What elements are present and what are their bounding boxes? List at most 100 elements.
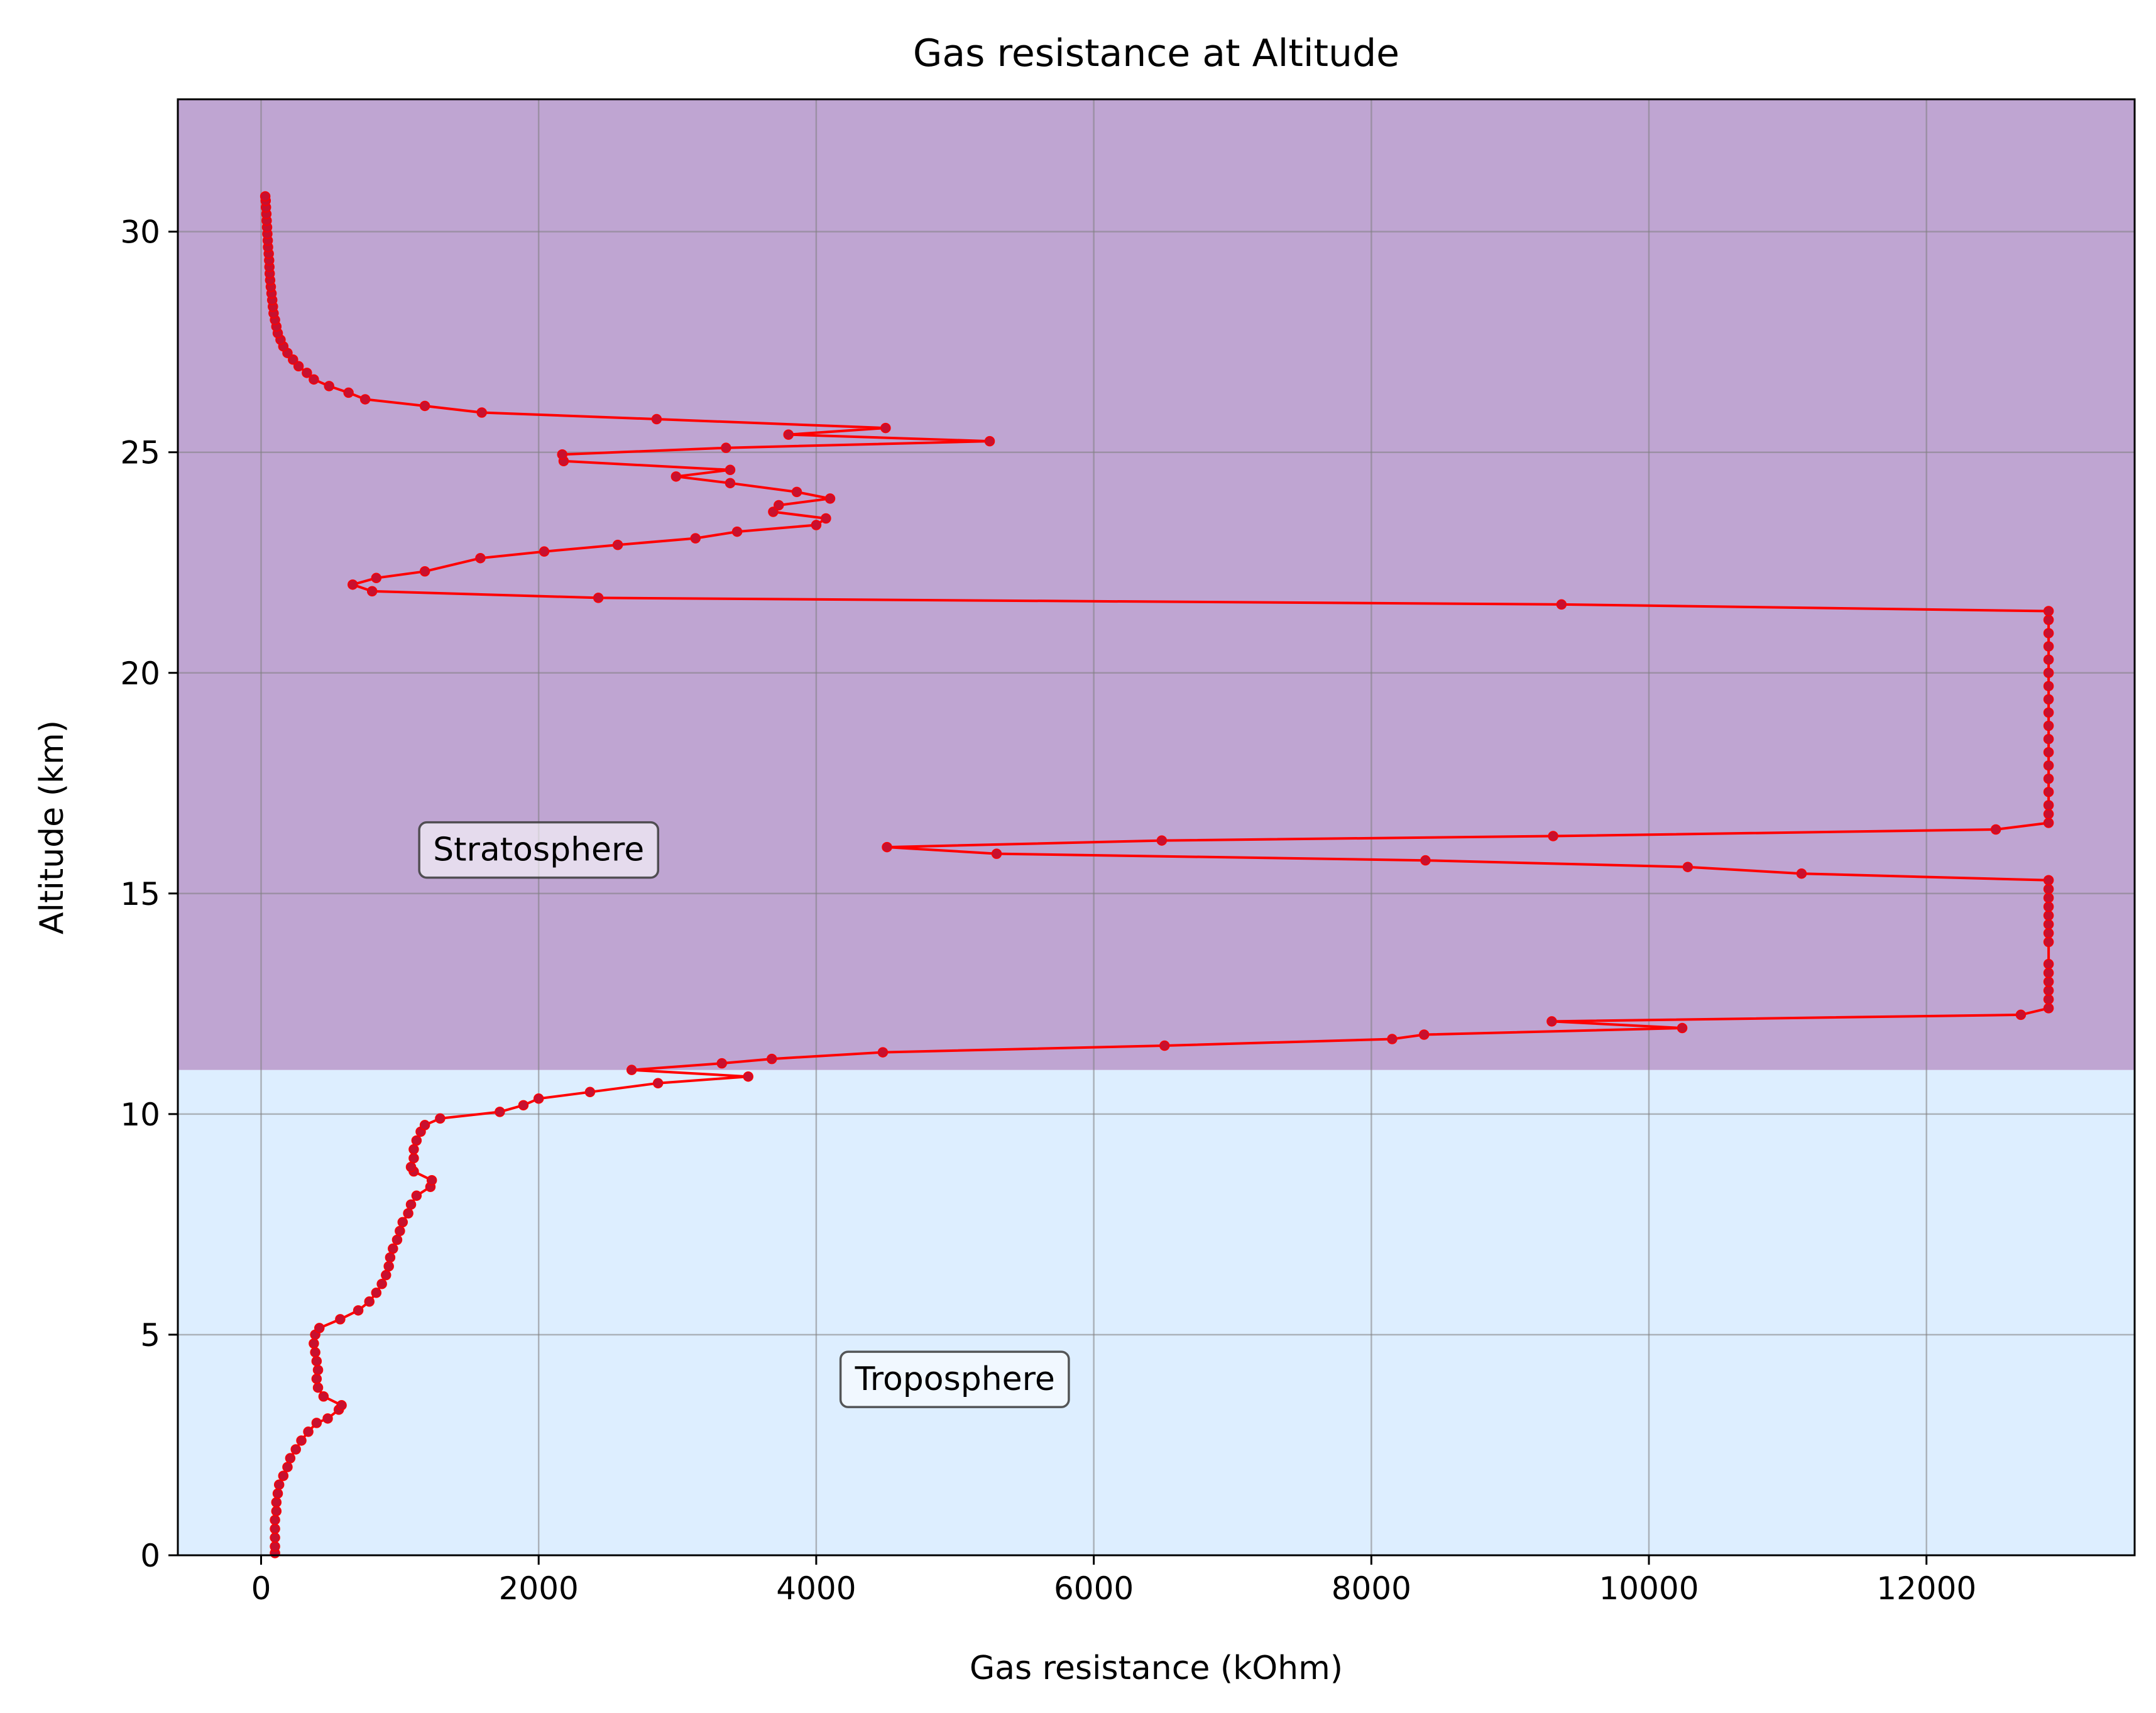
data-point — [2043, 606, 2054, 616]
data-point — [716, 1058, 727, 1069]
data-point — [2043, 910, 2054, 921]
data-point — [626, 1064, 637, 1075]
data-point — [419, 566, 430, 577]
data-point — [1677, 1022, 1688, 1034]
y-tick-label: 25 — [120, 435, 160, 471]
data-point — [2043, 641, 2054, 652]
data-point — [783, 429, 794, 440]
x-tick-label: 0 — [251, 1570, 271, 1607]
data-point — [371, 572, 382, 584]
data-point — [303, 1426, 314, 1437]
data-point — [270, 1532, 280, 1543]
data-point — [411, 1190, 422, 1201]
data-point — [271, 1497, 282, 1508]
data-point — [343, 387, 354, 398]
data-point — [397, 1217, 408, 1228]
data-point — [880, 422, 891, 434]
data-point — [2043, 707, 2054, 718]
data-point — [426, 1174, 437, 1186]
data-point — [371, 1287, 382, 1298]
data-point — [670, 471, 682, 482]
chart-title: Gas resistance at Altitude — [913, 31, 1399, 75]
x-tick-label: 12000 — [1876, 1570, 1976, 1607]
data-point — [278, 1470, 289, 1481]
data-point — [766, 1053, 777, 1064]
y-axis-ticks: 0 5 10 15 20 25 30 — [120, 214, 178, 1574]
data-point — [383, 1261, 394, 1272]
data-point — [296, 1435, 307, 1446]
data-point — [405, 1161, 417, 1173]
data-point — [322, 1413, 333, 1424]
region-troposphere — [178, 1070, 2135, 1555]
data-point — [1546, 1016, 1557, 1027]
region-stratosphere — [178, 99, 2135, 1070]
x-tick-label: 10000 — [1599, 1570, 1699, 1607]
data-point — [791, 486, 802, 498]
data-point — [2043, 667, 2054, 679]
data-point — [2043, 800, 2054, 811]
data-point — [1418, 1029, 1430, 1040]
data-point — [743, 1071, 753, 1082]
data-point — [2043, 615, 2054, 625]
data-point — [324, 381, 334, 391]
data-point — [309, 1338, 319, 1349]
data-point — [311, 1355, 322, 1367]
data-point — [311, 1373, 322, 1384]
data-point — [419, 1120, 430, 1130]
data-point — [288, 354, 298, 365]
data-point — [824, 493, 836, 504]
data-point — [411, 1135, 422, 1146]
data-point — [731, 526, 743, 537]
x-tick-label: 8000 — [1332, 1570, 1411, 1607]
data-point — [408, 1152, 419, 1164]
y-tick-label: 15 — [120, 876, 160, 912]
data-point — [270, 1523, 280, 1535]
data-point — [1156, 835, 1168, 846]
data-point — [2043, 1003, 2054, 1014]
data-point — [2043, 958, 2054, 970]
data-point — [2043, 892, 2054, 904]
x-axis-ticks: 0 2000 4000 6000 8000 10000 12000 — [251, 1555, 1976, 1607]
data-point — [2043, 681, 2054, 692]
data-point — [1556, 599, 1567, 610]
data-point — [690, 533, 701, 544]
data-point — [1548, 831, 1558, 841]
data-point — [1682, 862, 1694, 872]
data-point — [495, 1107, 505, 1117]
annotation-troposphere: Troposphere — [855, 1360, 1055, 1398]
data-point — [1387, 1034, 1398, 1044]
y-tick-label: 5 — [140, 1317, 160, 1354]
data-point — [395, 1225, 405, 1237]
data-point — [290, 1444, 301, 1455]
y-tick-label: 0 — [140, 1538, 160, 1574]
data-point — [388, 1243, 398, 1254]
y-tick-label: 10 — [120, 1097, 160, 1133]
data-point — [2043, 901, 2054, 912]
data-point — [533, 1093, 544, 1104]
data-point — [557, 449, 568, 460]
y-tick-label: 20 — [120, 655, 160, 692]
data-point — [721, 442, 731, 453]
data-point — [353, 1305, 364, 1316]
data-point — [318, 1391, 329, 1402]
data-point — [1796, 868, 1807, 879]
data-point — [991, 848, 1002, 859]
data-point — [273, 1479, 285, 1490]
data-point — [2043, 787, 2054, 797]
data-point — [1420, 855, 1431, 866]
data-point — [2043, 774, 2054, 784]
data-point — [336, 1400, 347, 1411]
data-point — [2043, 720, 2054, 731]
data-point — [768, 506, 779, 517]
data-point — [335, 1314, 346, 1325]
data-point — [312, 1382, 324, 1393]
data-point — [584, 1086, 596, 1098]
data-point — [882, 841, 892, 853]
data-point — [2043, 628, 2054, 638]
data-point — [774, 500, 784, 511]
data-point — [2043, 760, 2054, 771]
data-point — [408, 1144, 419, 1155]
data-point — [593, 593, 604, 603]
y-axis-label: Altitude (km) — [33, 720, 71, 934]
